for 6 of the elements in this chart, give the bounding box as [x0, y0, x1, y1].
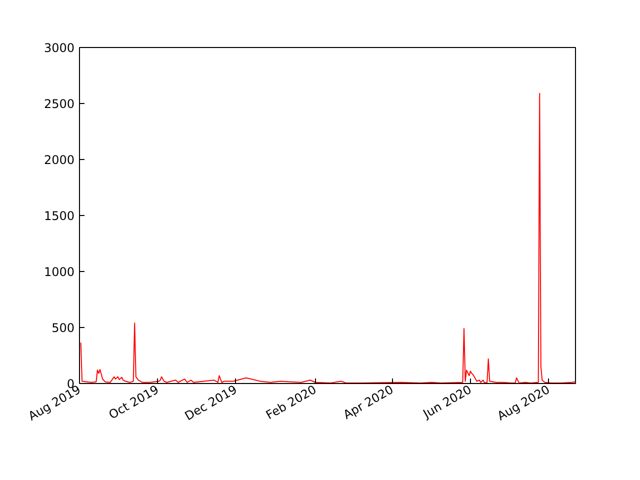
y-tick-label: 500 [52, 321, 74, 335]
y-tick-label: 2000 [44, 153, 75, 167]
y-tick-label: 1500 [44, 209, 75, 223]
y-tick-label: 3000 [44, 41, 75, 55]
y-tick-label: 1000 [44, 265, 75, 279]
y-tick-label: 2500 [44, 97, 75, 111]
